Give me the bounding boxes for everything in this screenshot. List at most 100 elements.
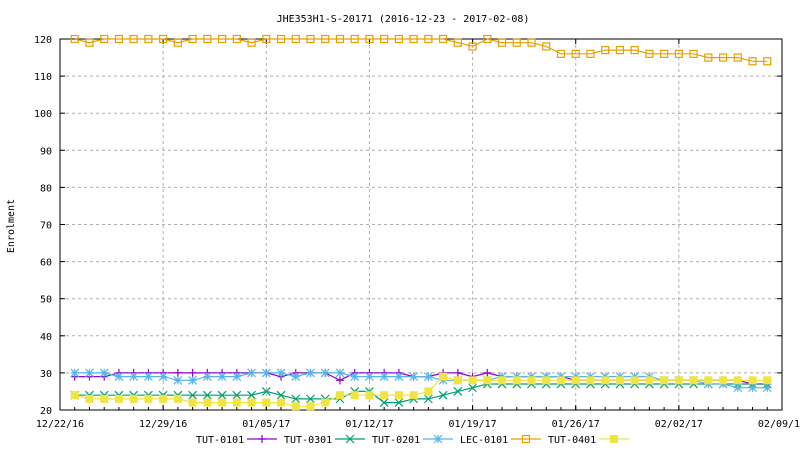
y-tick-label: 30 [40, 369, 52, 380]
data-point [262, 34, 271, 44]
data-point [394, 391, 403, 400]
data-point [100, 34, 109, 44]
data-point [276, 34, 286, 44]
data-point [468, 383, 477, 393]
data-point [438, 390, 448, 400]
data-point [380, 391, 389, 400]
legend-label: LEC-0101 [460, 435, 508, 446]
data-point [394, 398, 404, 408]
data-point [660, 49, 669, 58]
x-tick-label: 01/05/17 [242, 419, 290, 430]
data-point [203, 398, 212, 407]
data-point [202, 372, 212, 382]
data-point [571, 49, 580, 58]
data-point [276, 368, 286, 378]
data-point [542, 42, 551, 51]
data-point [424, 34, 433, 44]
data-point [188, 398, 197, 407]
data-point [630, 376, 639, 385]
data-point [188, 368, 197, 377]
data-point [247, 38, 256, 47]
data-point [99, 368, 109, 378]
x-tick-label: 12/29/16 [139, 419, 187, 430]
data-point [350, 391, 359, 400]
data-point [498, 376, 507, 385]
series-line [74, 38, 768, 62]
data-point [159, 394, 168, 403]
data-point [159, 34, 168, 44]
data-point [202, 390, 212, 400]
data-point [610, 435, 618, 443]
data-point [217, 390, 227, 400]
data-point [763, 57, 772, 66]
data-point [571, 376, 580, 385]
data-point [660, 376, 669, 385]
x-tick-label: 01/26/17 [552, 419, 600, 430]
data-point [704, 376, 713, 385]
data-point [521, 434, 531, 444]
series-tut-0401 [70, 372, 772, 411]
data-point [129, 34, 138, 44]
data-point [144, 34, 153, 44]
data-point [306, 394, 315, 404]
legend-label: TUT-0401 [548, 435, 596, 446]
x-tick-label: 02/09/17 [758, 419, 800, 430]
data-point [394, 34, 403, 44]
legend-label: TUT-0301 [284, 435, 332, 446]
data-point [689, 49, 698, 58]
data-point [453, 387, 463, 396]
data-point [674, 376, 683, 385]
data-point [258, 435, 266, 443]
data-point [173, 394, 182, 403]
data-point [483, 368, 492, 377]
legend: TUT-0101 TUT-0301 TUT-0201 LEC-0101 TUT-0401 [196, 434, 629, 446]
data-point [379, 372, 389, 382]
data-point [733, 383, 743, 393]
data-point [601, 46, 610, 55]
x-tick-label: 01/19/17 [448, 419, 496, 430]
data-point [188, 390, 198, 400]
data-point [291, 34, 300, 44]
data-point [129, 394, 138, 403]
data-point [70, 368, 80, 378]
data-point [512, 376, 521, 385]
data-point [173, 375, 183, 385]
y-tick-label: 90 [40, 146, 52, 157]
data-point [719, 376, 728, 385]
data-point [335, 34, 345, 44]
data-point [144, 394, 153, 403]
data-point [350, 34, 359, 44]
data-point [468, 42, 477, 51]
data-point [345, 434, 355, 444]
data-point [433, 434, 443, 444]
data-point [483, 34, 492, 44]
y-tick-label: 20 [40, 406, 52, 417]
data-point [762, 383, 772, 393]
data-point [423, 372, 433, 382]
data-point [409, 391, 418, 400]
data-point [291, 402, 300, 411]
data-point [335, 391, 344, 400]
data-point [615, 376, 624, 385]
data-point [763, 376, 772, 385]
data-point [173, 368, 182, 377]
data-point [114, 34, 124, 44]
data-point [85, 368, 94, 378]
data-point [261, 368, 271, 378]
y-tick-label: 80 [40, 183, 52, 194]
data-point [217, 372, 227, 382]
data-point [365, 391, 374, 400]
data-point [262, 398, 271, 407]
data-point [114, 394, 123, 403]
data-point [276, 390, 286, 400]
data-point [527, 376, 536, 385]
data-point [173, 38, 182, 47]
data-point [394, 372, 404, 382]
data-point [217, 34, 227, 44]
x-tick-label: 12/22/16 [36, 419, 84, 430]
x-tick-label: 01/12/17 [345, 419, 393, 430]
data-point [291, 394, 301, 404]
data-point [277, 398, 286, 407]
data-point [542, 376, 551, 385]
